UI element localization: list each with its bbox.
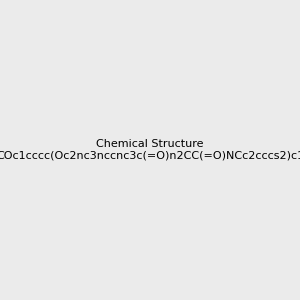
Text: Chemical Structure
COc1cccc(Oc2nc3nccnc3c(=O)n2CC(=O)NCc2cccs2)c1: Chemical Structure COc1cccc(Oc2nc3nccnc3… [0,139,300,161]
